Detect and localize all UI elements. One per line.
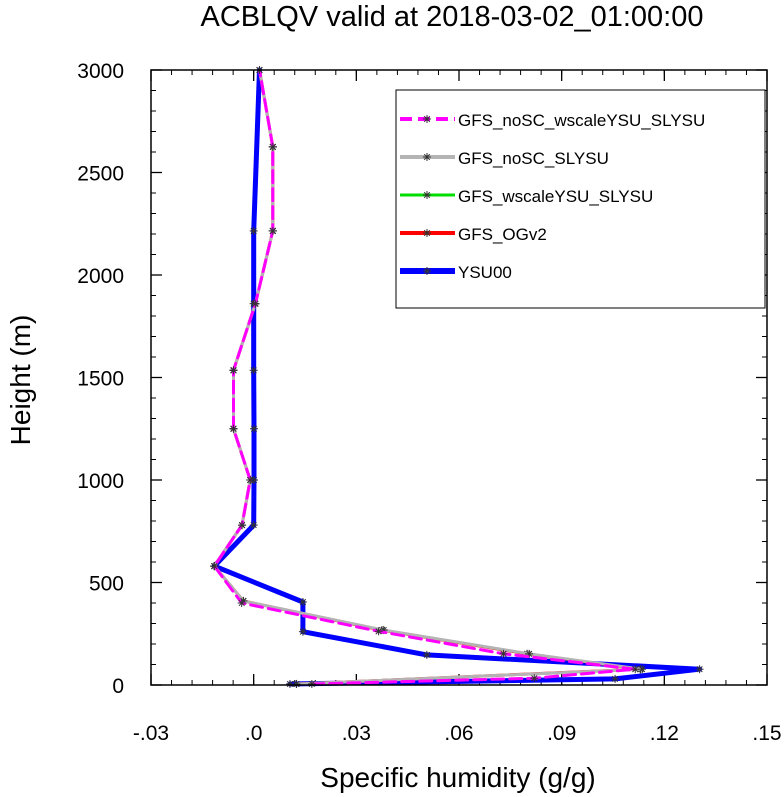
chart-title: ACBLQV valid at 2018-03-02_01:00:00 — [200, 1, 703, 33]
data-point-marker-d2 — [632, 666, 639, 673]
y-axis-label: Height (m) — [5, 315, 36, 446]
data-point-marker-d2 — [250, 521, 257, 529]
legend-marker-d2 — [423, 153, 431, 161]
x-axis-label: Specific humidity (g/g) — [320, 762, 595, 793]
y-tick-label: 500 — [89, 573, 124, 596]
x-tick-label: .06 — [444, 722, 473, 745]
data-point-marker-d2 — [531, 675, 538, 682]
data-point-marker-d2 — [247, 476, 254, 484]
plot-frame — [150, 69, 768, 686]
legend-marker-d2 — [423, 267, 431, 275]
x-tick-label: .09 — [547, 722, 576, 745]
legend-label: GFS_OGv2 — [458, 225, 547, 244]
data-point-marker-d2 — [230, 425, 237, 432]
series-line — [211, 67, 703, 687]
x-tick-label: .03 — [342, 722, 371, 745]
y-tick-label: 1000 — [77, 470, 124, 493]
x-tick-label: .12 — [650, 722, 679, 745]
data-point-marker-d2 — [308, 680, 315, 688]
data-point-marker-d2 — [611, 675, 619, 683]
data-point-marker-d2 — [250, 227, 257, 235]
legend-marker-d2 — [423, 229, 431, 237]
legend-marker-d2 — [423, 191, 431, 199]
data-point-marker-d2 — [500, 650, 507, 657]
data-point-marker-d2 — [293, 680, 300, 688]
plot-area: -.03 .0 .03 .06 .09 .12 .15 0 500 1000 1500 2000 250… — [77, 60, 781, 745]
series-GFS_noSC_wscaleYSU_SLYSU — [210, 66, 640, 688]
legend-marker-d2 — [423, 115, 431, 123]
data-point-marker-d2 — [211, 562, 218, 570]
x-tick-label: .0 — [245, 722, 263, 745]
data-point-marker-d2 — [252, 300, 259, 307]
legend-label: YSU00 — [458, 263, 512, 282]
y-tick-label: 1500 — [77, 368, 124, 391]
data-point-marker-d2 — [269, 143, 276, 151]
data-point-marker-d2 — [299, 628, 307, 635]
legend: GFS_noSC_wscaleYSU_SLYSU GFS_noSC_SLYSU GF… — [395, 89, 766, 309]
y-tick-label: 3000 — [77, 60, 124, 83]
x-tick-label: .15 — [752, 722, 781, 745]
data-point-marker-d2 — [299, 598, 307, 606]
data-point-marker-d2 — [375, 628, 382, 635]
legend-label: GFS_wscaleYSU_SLYSU — [458, 187, 653, 206]
y-tick-label: 2000 — [77, 265, 124, 288]
data-point-marker-d2 — [238, 599, 245, 607]
data-point-marker-d2 — [269, 227, 276, 235]
y-tick-label: 0 — [112, 675, 124, 698]
data-point-marker-d2 — [423, 651, 430, 659]
data-point-marker-d2 — [230, 367, 237, 374]
data-point-marker-d2 — [238, 521, 246, 529]
y-tick-label: 2500 — [77, 163, 124, 186]
legend-label: GFS_noSC_wscaleYSU_SLYSU — [458, 111, 705, 130]
data-point-marker-d2 — [250, 367, 257, 374]
x-tick-label: -.03 — [133, 722, 169, 745]
data-point-marker-d2 — [696, 666, 703, 673]
legend-box — [395, 89, 766, 309]
legend-label: GFS_noSC_SLYSU — [458, 149, 609, 168]
data-point-marker-d2 — [638, 666, 646, 673]
data-point-marker-d2 — [250, 425, 258, 432]
data-point-marker-d2 — [286, 680, 294, 688]
